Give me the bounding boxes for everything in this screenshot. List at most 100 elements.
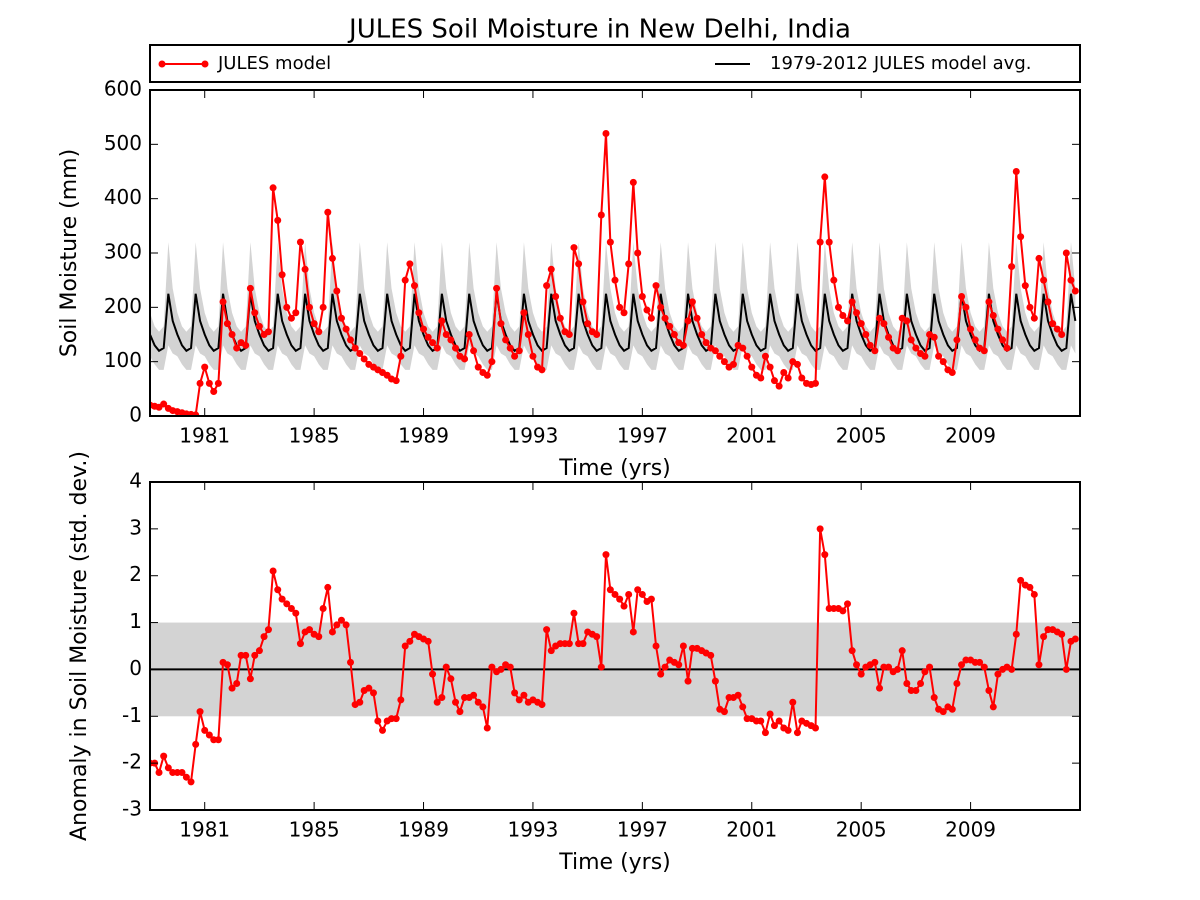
x-tick-label: 1989 — [398, 424, 449, 448]
point — [816, 525, 824, 533]
y-tick-label: 0 — [129, 656, 142, 680]
point — [360, 355, 368, 363]
point — [233, 344, 241, 352]
point — [233, 679, 241, 687]
point — [278, 595, 286, 603]
point — [192, 411, 200, 416]
point — [214, 736, 222, 744]
point — [634, 249, 642, 257]
point — [976, 658, 984, 666]
point — [720, 708, 728, 716]
point — [606, 586, 614, 594]
point — [652, 642, 660, 650]
point — [392, 715, 400, 723]
x-tick-label: 1985 — [289, 818, 340, 842]
point — [497, 320, 505, 328]
point — [1008, 263, 1016, 271]
point — [1026, 583, 1034, 591]
point — [657, 670, 665, 678]
x-tick-label: 1985 — [289, 424, 340, 448]
point — [811, 379, 819, 387]
point — [921, 668, 929, 676]
point — [912, 687, 920, 695]
point — [192, 740, 200, 748]
point — [228, 331, 236, 338]
plot-area — [150, 129, 1079, 416]
point — [629, 628, 637, 636]
point — [958, 661, 966, 669]
point — [474, 698, 482, 706]
point — [675, 661, 683, 669]
point — [406, 260, 414, 268]
legend-label: JULES model — [217, 53, 331, 74]
point — [556, 314, 564, 322]
point — [739, 703, 747, 711]
point — [196, 708, 204, 716]
y-tick-label: 0 — [129, 403, 142, 427]
point — [935, 352, 943, 360]
point — [242, 651, 250, 659]
point — [1062, 249, 1070, 257]
point — [903, 679, 911, 687]
point — [223, 320, 231, 328]
point — [885, 333, 893, 341]
point — [447, 336, 455, 344]
point — [711, 347, 719, 355]
point — [251, 651, 259, 659]
point — [196, 379, 204, 387]
point — [1030, 314, 1038, 322]
point — [283, 303, 291, 311]
point — [784, 374, 792, 382]
point — [629, 178, 637, 186]
point — [917, 679, 925, 687]
y-tick-label: 300 — [104, 240, 142, 264]
point — [1035, 254, 1043, 262]
point — [602, 129, 610, 137]
point — [775, 382, 783, 390]
point — [392, 377, 400, 385]
point — [201, 726, 209, 734]
point — [429, 339, 437, 347]
point — [898, 647, 906, 655]
y-axis-label: Anomaly in Soil Moisture (std. dev.) — [67, 451, 92, 841]
point — [1021, 282, 1029, 290]
point — [688, 298, 696, 306]
point — [155, 769, 163, 777]
point — [761, 729, 769, 737]
legend: JULES model 1979-2012 JULES model avg. — [149, 44, 1081, 83]
point — [1012, 630, 1020, 638]
point — [634, 586, 642, 594]
point — [201, 363, 209, 371]
point — [848, 647, 856, 655]
point — [538, 366, 546, 374]
point — [223, 661, 231, 669]
y-tick-label: 600 — [104, 77, 142, 101]
point — [597, 663, 605, 671]
point — [365, 684, 373, 692]
point — [470, 347, 478, 355]
point — [830, 276, 838, 284]
point — [853, 309, 861, 317]
point — [547, 647, 555, 655]
point — [611, 276, 619, 284]
point — [821, 551, 829, 559]
point — [319, 303, 327, 311]
point — [729, 360, 737, 368]
point — [274, 216, 282, 224]
x-tick-label: 2005 — [836, 818, 887, 842]
point — [356, 698, 364, 706]
point — [844, 317, 851, 325]
point — [246, 284, 254, 292]
point — [579, 640, 587, 648]
point — [679, 642, 687, 650]
point — [182, 773, 190, 781]
point — [483, 371, 491, 379]
point — [693, 314, 701, 322]
point — [565, 640, 573, 648]
point — [716, 352, 724, 360]
point — [214, 379, 222, 387]
point — [684, 677, 692, 685]
point — [707, 651, 715, 659]
point — [406, 637, 414, 645]
point — [930, 694, 938, 702]
